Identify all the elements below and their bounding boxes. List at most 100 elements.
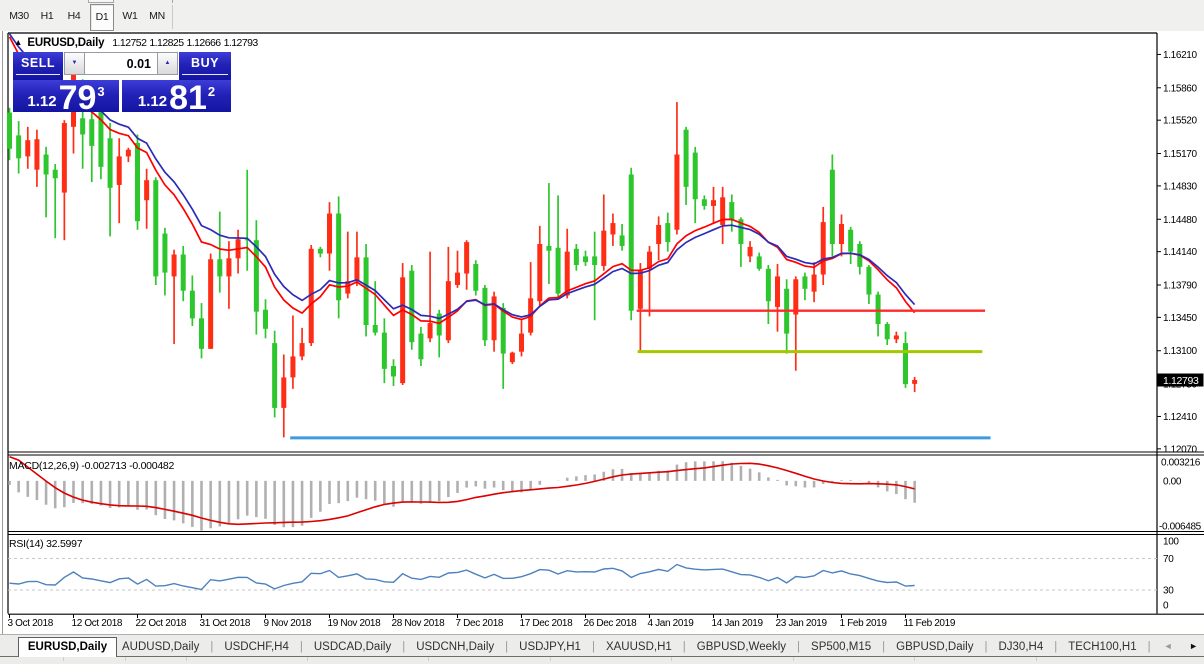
candle-body-down xyxy=(162,233,168,273)
tab-xauusd-h1[interactable]: XAUUSD,H1 xyxy=(605,641,672,653)
candle-body-up xyxy=(674,154,680,230)
top-window-strip xyxy=(0,0,1204,3)
candle-body-down xyxy=(153,180,159,277)
tab-separator: | xyxy=(1054,641,1058,653)
candle-body-up xyxy=(25,140,31,157)
tab-usdjpy-h1[interactable]: USDJPY,H1 xyxy=(519,641,581,653)
tab-sp500-m15[interactable]: SP500,M15 xyxy=(811,641,872,653)
candle-body-up xyxy=(299,343,305,357)
tab-dj30-h4[interactable]: DJ30,H4 xyxy=(998,641,1044,653)
chart-tab-bar: EURUSD,Daily AUDUSD,Daily | USDCHF,H4 | USDC… xyxy=(0,634,1204,664)
tab-usdchf-h4[interactable]: USDCHF,H4 xyxy=(224,641,289,653)
buy-price-pips: 81 xyxy=(169,79,207,117)
date-tick-label: 4 Jan 2019 xyxy=(648,618,695,629)
date-tick-label: 12 Oct 2018 xyxy=(72,618,123,629)
candle-body-down xyxy=(436,313,442,336)
tab-separator: | xyxy=(591,641,595,653)
candle-body-down xyxy=(765,268,771,302)
status-strip-mark xyxy=(914,657,915,661)
date-tick-label: 22 Oct 2018 xyxy=(136,618,187,629)
sell-price-display[interactable]: 1.12 79 3 xyxy=(13,80,119,115)
candle-body-up xyxy=(711,200,717,206)
candle-body-down xyxy=(135,143,141,222)
date-tick-label: 9 Nov 2018 xyxy=(264,618,312,629)
buy-price-display[interactable]: 1.12 81 2 xyxy=(122,79,231,117)
tab-scroll-right-icon[interactable]: ► xyxy=(1189,641,1198,651)
tab-tech100-h1[interactable]: TECH100,H1 xyxy=(1068,641,1137,653)
tab-separator: | xyxy=(299,641,303,653)
candle-body-up xyxy=(281,377,287,408)
tab-usdcad-daily[interactable]: USDCAD,Daily xyxy=(313,641,392,653)
date-tick-label: 1 Feb 2019 xyxy=(840,618,888,629)
candle-body-up xyxy=(125,149,131,157)
candle-body-up xyxy=(116,156,122,185)
candle-body-up xyxy=(171,254,177,277)
buy-button[interactable]: BUY xyxy=(179,52,231,80)
collapse-icon[interactable]: ▲ xyxy=(14,37,23,47)
candle-body-down xyxy=(253,240,259,312)
sell-price-point: 3 xyxy=(97,84,105,99)
timeframe-button-d1[interactable]: D1 xyxy=(90,4,114,31)
volume-decrease-button[interactable]: ▼ xyxy=(64,52,85,75)
candle-body-down xyxy=(729,202,735,220)
candle-body-up xyxy=(509,352,515,363)
sell-underline xyxy=(16,74,60,75)
candle-body-down xyxy=(829,169,835,245)
rsi-axis-label: 100 xyxy=(1163,537,1179,548)
macd-signal-line xyxy=(9,456,915,526)
candle-body-up xyxy=(720,197,726,225)
toolbar-fragment xyxy=(88,0,114,3)
candle-body-down xyxy=(473,264,479,291)
toolbar-separator xyxy=(172,5,173,29)
ohlc-open: 1.12752 xyxy=(112,37,147,49)
tab-eurusd-daily-active[interactable]: EURUSD,Daily xyxy=(18,637,117,657)
tab-usdcnh-daily[interactable]: USDCNH,Daily xyxy=(416,641,495,653)
tab-separator: | xyxy=(402,641,406,653)
tab-gbpusd-daily[interactable]: GBPUSD,Daily xyxy=(896,641,974,653)
timeframe-button-mn[interactable]: MN xyxy=(149,10,165,22)
candle-body-up xyxy=(637,270,643,309)
macd-label: MACD(12,26,9) -0.002713 -0.000482 xyxy=(9,460,175,472)
sell-button[interactable]: SELL xyxy=(13,52,63,80)
candle-body-down xyxy=(80,118,86,135)
candle-body-down xyxy=(866,266,872,295)
timeframe-button-m30[interactable]: M30 xyxy=(9,10,29,22)
rsi-axis-label: 30 xyxy=(1163,585,1174,596)
timeframe-button-w1[interactable]: W1 xyxy=(122,10,138,22)
candle-body-up xyxy=(519,333,525,352)
volume-input[interactable] xyxy=(85,52,157,75)
timeframe-button-h4[interactable]: H4 xyxy=(67,10,81,22)
candle-body-up xyxy=(793,279,799,315)
tab-separator: | xyxy=(210,641,214,653)
candle-body-down xyxy=(336,213,342,301)
candle-body-down xyxy=(409,270,415,343)
trade-panel-prices-row: 1.12 79 3 1.12 81 2 xyxy=(13,79,231,117)
candle-body-down xyxy=(16,135,22,159)
tab-gbpusd-weekly[interactable]: GBPUSD,Weekly xyxy=(696,641,787,653)
candle-body-up xyxy=(34,139,40,170)
status-strip-mark xyxy=(428,657,429,661)
candle-body-up xyxy=(747,246,753,257)
tab-separator: | xyxy=(797,641,801,653)
tab-audusd-daily[interactable]: AUDUSD,Daily xyxy=(122,641,200,653)
candle-body-up xyxy=(647,251,653,269)
tab-scroll-left-icon[interactable]: ◄ xyxy=(1163,641,1173,651)
macd-axis-label: 0.00 xyxy=(1163,476,1182,487)
date-tick-label: 19 Nov 2018 xyxy=(328,618,382,629)
chart-ohlc-values: 1.12752 1.12825 1.12666 1.12793 xyxy=(112,37,260,49)
rsi-line xyxy=(9,563,915,591)
volume-increase-button[interactable]: ▲ xyxy=(157,52,178,75)
candle-body-down xyxy=(573,248,579,265)
candle-body-up xyxy=(61,123,67,193)
candle-body-down xyxy=(482,287,488,341)
candle-body-down xyxy=(619,235,625,246)
price-tick-label: 1.15860 xyxy=(1163,83,1197,94)
rsi-axis-label: 70 xyxy=(1163,554,1174,565)
candle-body-down xyxy=(381,332,387,369)
candle-body-down xyxy=(363,257,369,326)
status-strip-mark xyxy=(671,657,672,661)
timeframe-button-h1[interactable]: H1 xyxy=(40,10,54,22)
candle-body-down xyxy=(692,152,698,200)
candle-body-up xyxy=(839,224,845,245)
